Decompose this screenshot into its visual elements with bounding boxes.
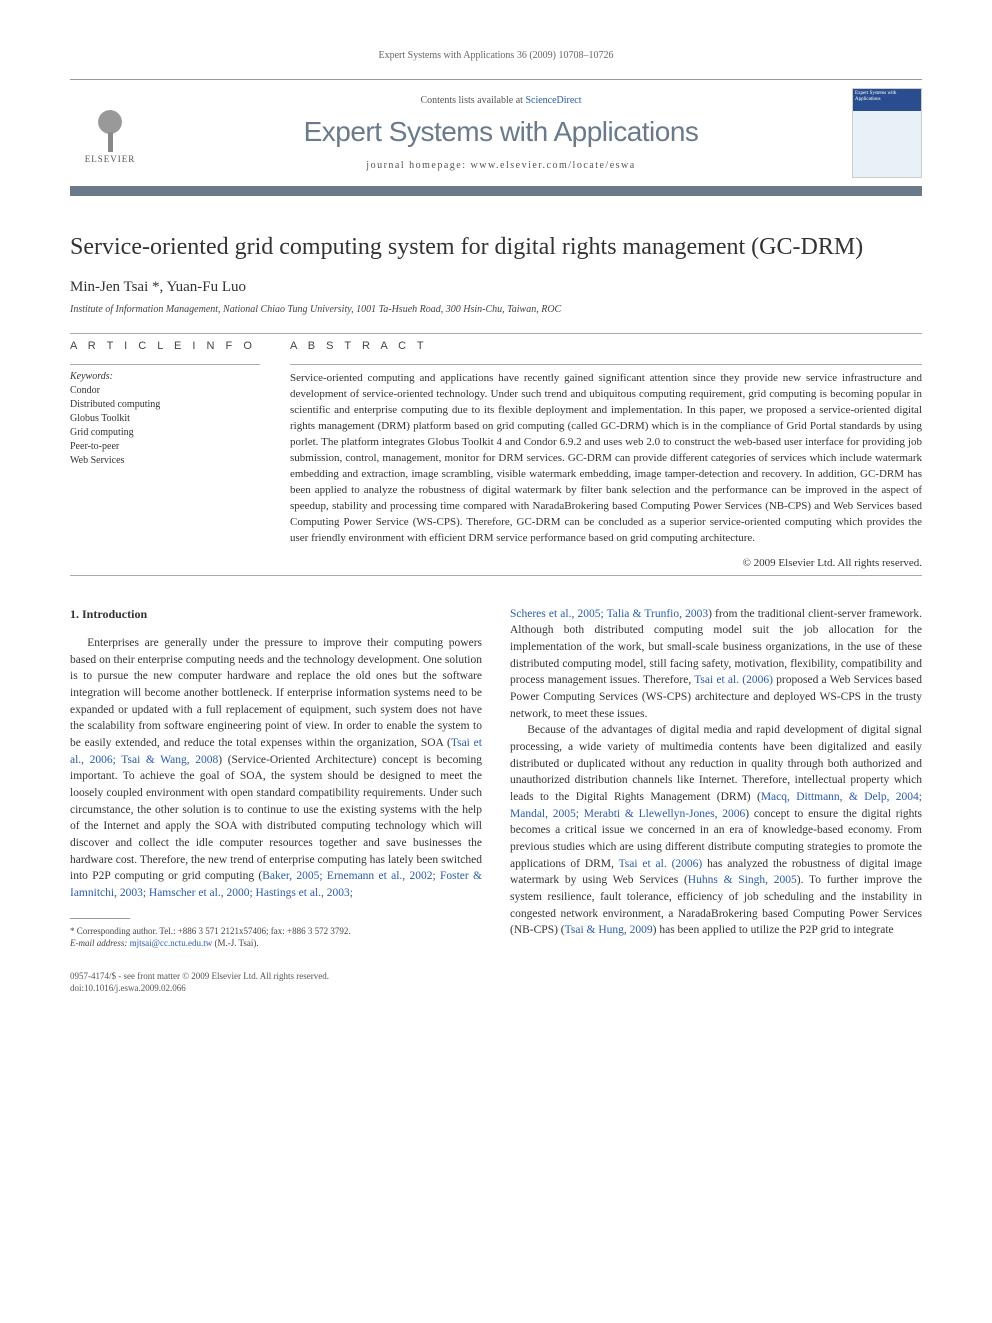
info-abstract-row: A R T I C L E I N F O Keywords: Condor D… <box>70 340 922 568</box>
intro-text: Enterprises are generally under the pres… <box>70 637 482 749</box>
intro-heading: 1. Introduction <box>70 606 482 623</box>
article-info-column: A R T I C L E I N F O Keywords: Condor D… <box>70 340 260 568</box>
keyword-item: Distributed computing <box>70 398 260 412</box>
keyword-item: Grid computing <box>70 426 260 440</box>
email-suffix: (M.-J. Tsai). <box>212 938 258 948</box>
body-column-left: 1. Introduction Enterprises are generall… <box>70 606 482 950</box>
corresponding-author-footnote: * Corresponding author. Tel.: +886 3 571… <box>70 925 482 938</box>
email-label: E-mail address: <box>70 938 130 948</box>
journal-header: ELSEVIER Contents lists available at Sci… <box>70 79 922 196</box>
intro-text: ) (Service-Oriented Architecture) concep… <box>70 754 482 883</box>
keyword-item: Peer-to-peer <box>70 440 260 454</box>
email-footnote: E-mail address: mjtsai@cc.nctu.edu.tw (M… <box>70 937 482 950</box>
contents-available-line: Contents lists available at ScienceDirec… <box>150 95 852 106</box>
body-column-right: Scheres et al., 2005; Talia & Trunfio, 2… <box>510 606 922 950</box>
keyword-item: Web Services <box>70 454 260 468</box>
journal-homepage-line: journal homepage: www.elsevier.com/locat… <box>150 160 852 171</box>
contents-prefix: Contents lists available at <box>420 95 525 106</box>
divider-info <box>70 364 260 365</box>
cover-body <box>853 111 921 177</box>
abstract-copyright: © 2009 Elsevier Ltd. All rights reserved… <box>290 557 922 569</box>
divider-top <box>70 333 922 334</box>
publisher-logo: ELSEVIER <box>70 102 150 164</box>
intro-paragraph: Enterprises are generally under the pres… <box>70 635 482 902</box>
article-title: Service-oriented grid computing system f… <box>70 232 922 263</box>
reference-link[interactable]: Tsai & Hung, 2009 <box>565 924 653 936</box>
intro-text: ) has been applied to utilize the P2P gr… <box>653 924 894 936</box>
publisher-name: ELSEVIER <box>85 154 136 164</box>
elsevier-tree-icon <box>85 102 135 152</box>
issn-line: 0957-4174/$ - see front matter © 2009 El… <box>70 970 922 983</box>
homepage-url[interactable]: www.elsevier.com/locate/eswa <box>471 160 636 171</box>
article-info-label: A R T I C L E I N F O <box>70 340 260 352</box>
journal-cover-thumbnail: Expert Systems with Applications <box>852 88 922 178</box>
reference-link[interactable]: Tsai et al. (2006) <box>619 858 703 870</box>
keyword-item: Condor <box>70 384 260 398</box>
journal-name: Expert Systems with Applications <box>150 116 852 148</box>
reference-link[interactable]: Scheres et al., 2005; Talia & Trunfio, 2… <box>510 608 708 620</box>
abstract-text: Service-oriented computing and applicati… <box>290 371 922 546</box>
abstract-label: A B S T R A C T <box>290 340 922 352</box>
sciencedirect-link[interactable]: ScienceDirect <box>525 95 581 106</box>
keywords-label: Keywords: <box>70 371 260 382</box>
email-link[interactable]: mjtsai@cc.nctu.edu.tw <box>130 938 213 948</box>
running-head: Expert Systems with Applications 36 (200… <box>70 50 922 61</box>
divider-abs <box>290 364 922 365</box>
divider-bottom <box>70 575 922 576</box>
affiliation: Institute of Information Management, Nat… <box>70 304 922 315</box>
keyword-item: Globus Toolkit <box>70 412 260 426</box>
intro-paragraph: Because of the advantages of digital med… <box>510 722 922 939</box>
cover-title-stripe: Expert Systems with Applications <box>853 89 921 111</box>
abstract-column: A B S T R A C T Service-oriented computi… <box>290 340 922 568</box>
doi-line: doi:10.1016/j.eswa.2009.02.066 <box>70 982 922 995</box>
authors-line: Min-Jen Tsai *, Yuan-Fu Luo <box>70 279 922 296</box>
body-columns: 1. Introduction Enterprises are generall… <box>70 606 922 950</box>
homepage-prefix: journal homepage: <box>366 160 470 171</box>
reference-link[interactable]: Huhns & Singh, 2005 <box>688 874 797 886</box>
reference-link[interactable]: Tsai et al. (2006) <box>694 674 773 686</box>
page-footer: 0957-4174/$ - see front matter © 2009 El… <box>70 970 922 995</box>
intro-paragraph-cont: Scheres et al., 2005; Talia & Trunfio, 2… <box>510 606 922 723</box>
footnote-separator <box>70 918 130 919</box>
